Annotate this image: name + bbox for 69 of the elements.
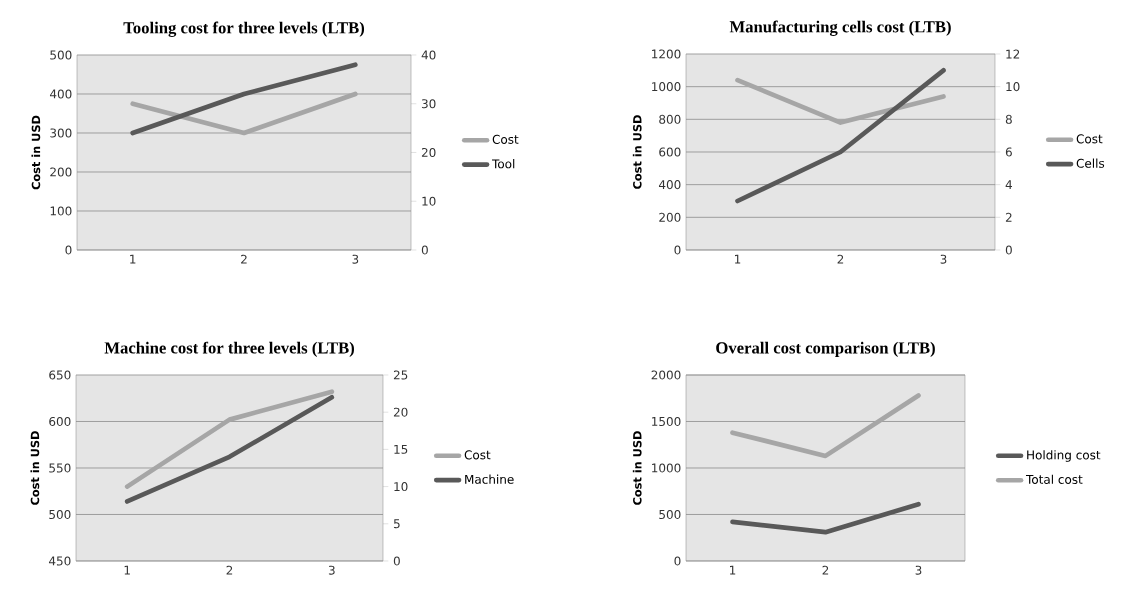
x-tick-label: 1 <box>735 254 741 264</box>
chart-title: Machine cost for three levels (LTB) <box>104 341 354 357</box>
chart-title: Tooling cost for three levels (LTB) <box>123 21 365 37</box>
y2-tick-label: 0 <box>421 245 428 255</box>
y-tick-label: 1000 <box>652 82 681 92</box>
y-tick-label: 500 <box>659 509 681 520</box>
y-tick-label: 200 <box>659 212 681 222</box>
y2-tick-label: 10 <box>422 196 436 206</box>
y-tick-label: 500 <box>49 509 71 520</box>
y2-tick-label: 0 <box>1005 245 1012 255</box>
y2-tick-label: 20 <box>393 407 408 417</box>
x-tick-label: 1 <box>124 565 130 575</box>
x-tick-label: 3 <box>940 254 947 264</box>
y2-tick-label: 20 <box>421 147 436 158</box>
legend-label: Cells <box>1076 158 1105 168</box>
legend-label: Holding cost <box>1027 450 1101 462</box>
y-tick-label: 0 <box>674 245 681 255</box>
y-tick-label: 550 <box>49 463 71 473</box>
y2-tick-label: 10 <box>1006 82 1020 92</box>
x-tick-label: 2 <box>226 565 233 575</box>
y-tick-label: 500 <box>50 50 72 60</box>
legend-label: Cost <box>464 450 491 460</box>
y-axis-title: Cost in USD <box>632 115 642 189</box>
y-tick-label: 0 <box>674 556 681 566</box>
y-tick-label: 450 <box>48 556 71 566</box>
y2-tick-label: 0 <box>393 556 400 566</box>
y-tick-label: 400 <box>658 180 681 190</box>
y-tick-label: 400 <box>49 89 72 99</box>
x-tick-label: 1 <box>730 565 736 575</box>
y2-tick-label: 25 <box>393 370 408 380</box>
y-tick-label: 1500 <box>652 416 681 427</box>
y2-tick-label: 6 <box>1005 147 1012 157</box>
y2-tick-label: 12 <box>1006 49 1020 59</box>
y-tick-label: 200 <box>50 167 72 177</box>
y-tick-label: 1000 <box>652 463 681 473</box>
legend-label: Total cost <box>1025 474 1083 484</box>
y-tick-label: 1200 <box>652 49 681 59</box>
y2-tick-label: 10 <box>394 482 408 492</box>
x-tick-label: 2 <box>822 565 829 575</box>
x-tick-label: 2 <box>837 254 844 264</box>
y2-tick-label: 2 <box>1005 212 1012 222</box>
y-axis-title: Cost in USD <box>30 431 40 505</box>
y-tick-label: 600 <box>659 147 681 157</box>
y-tick-label: 2000 <box>651 370 681 380</box>
y-axis-title: Cost in USD <box>31 115 41 190</box>
y-tick-label: 300 <box>50 128 72 138</box>
chart-title: Manufacturing cells cost (LTB) <box>729 20 951 36</box>
y2-tick-label: 5 <box>393 519 400 529</box>
chart-title: Overall cost comparison (LTB) <box>716 341 935 357</box>
legend-label: Machine <box>465 474 514 484</box>
legend-label: Cost <box>492 134 519 144</box>
y2-tick-label: 15 <box>394 444 408 454</box>
y-tick-label: 600 <box>49 416 71 427</box>
y2-tick-label: 30 <box>421 99 436 109</box>
x-tick-label: 1 <box>130 254 136 264</box>
y-tick-label: 800 <box>659 114 681 124</box>
y-axis-title: Cost in USD <box>632 431 642 505</box>
y-tick-label: 0 <box>65 245 72 255</box>
x-tick-label: 3 <box>915 565 922 575</box>
x-tick-label: 2 <box>241 254 247 264</box>
y2-tick-label: 8 <box>1005 114 1012 124</box>
x-tick-label: 3 <box>328 565 335 575</box>
y2-tick-label: 4 <box>1005 180 1013 190</box>
legend-label: Cost <box>1076 134 1103 144</box>
y-tick-label: 650 <box>49 370 71 380</box>
y-tick-label: 100 <box>50 206 72 216</box>
y2-tick-label: 40 <box>421 50 436 60</box>
legend-label: Tool <box>491 159 515 169</box>
x-tick-label: 3 <box>352 254 359 264</box>
